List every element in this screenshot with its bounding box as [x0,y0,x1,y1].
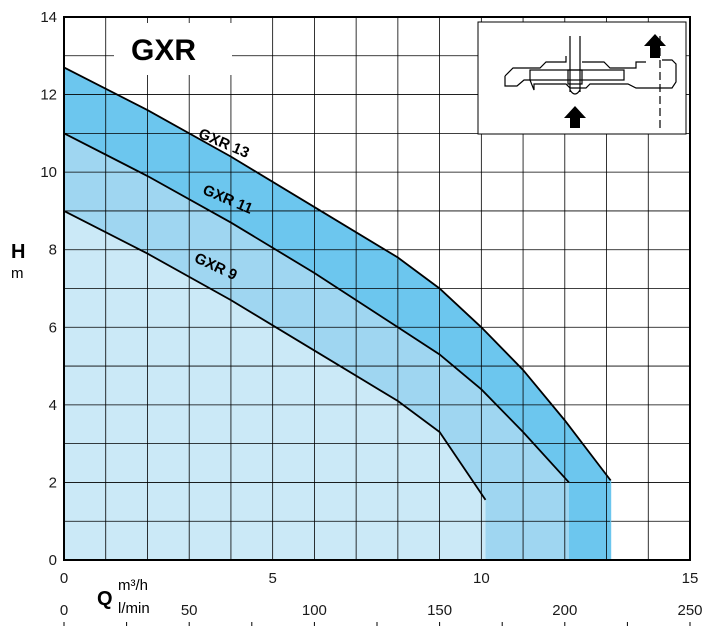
area-layer [64,67,611,561]
y-tick-labels: 0 2 4 6 8 10 12 14 [40,9,57,569]
y-tick-label: 2 [49,474,57,491]
curve-gxr-11 [63,132,570,484]
x-tick-labels: 0 5 10 15 [60,570,699,587]
outlet-arrow-icon [644,34,666,58]
inlet-arrow-icon [564,106,586,128]
x-axis-unit-primary: m³/h [118,577,148,594]
curve-gxr-13 [63,66,612,482]
y-axis-label: H [11,241,25,263]
secondary-x-tick-label: 200 [552,602,577,619]
y-tick-label: 0 [49,552,57,569]
secondary-x-tick-label: 250 [677,602,702,619]
y-tick-label: 10 [40,164,57,181]
curve-gxr-9 [63,210,487,501]
x-axis-label: Q [97,588,113,610]
secondary-x-tick-labels: 0 50 100 150 200 250 [60,602,703,626]
x-axis-unit-secondary: l/min [118,600,150,617]
x-tick-label: 5 [268,570,276,587]
secondary-x-tick-label: 0 [60,602,68,619]
secondary-x-tick-label: 100 [302,602,327,619]
chart-title: GXR [131,34,196,67]
x-tick-label: 0 [60,570,68,587]
y-tick-label: 12 [40,87,57,104]
y-tick-label: 8 [49,242,57,259]
title-box: GXR [114,23,232,75]
y-tick-label: 6 [49,319,57,336]
plot-frame [63,16,691,561]
y-tick-label: 14 [40,9,57,26]
area-gxr-9 [64,210,486,560]
y-tick-label: 4 [49,397,57,414]
x-tick-label: 10 [473,570,490,587]
secondary-x-tick-label: 150 [427,602,452,619]
pump-diagram-inset [477,21,687,135]
secondary-x-tick-label: 50 [181,602,198,619]
x-tick-label: 15 [682,570,699,587]
y-axis-unit: m [11,265,24,282]
